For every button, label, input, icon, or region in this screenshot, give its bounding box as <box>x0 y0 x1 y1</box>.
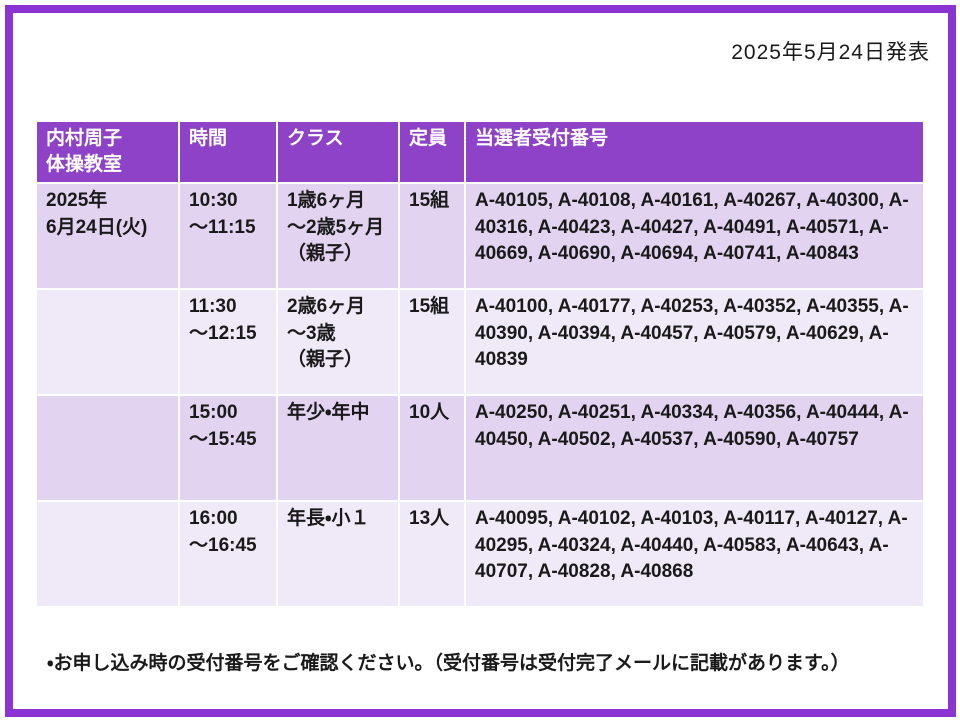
cell-time: 10:30 ～11:15 <box>178 182 278 291</box>
table-row: 2025年 6月24日(火) 10:30 ～11:15 1歳6ヶ月 ～2歳5ヶ月… <box>35 182 925 291</box>
cell-winner-numbers: A-40100, A-40177, A-40253, A-40352, A-40… <box>464 288 925 397</box>
cell-capacity: 15組 <box>398 288 466 397</box>
cell-winner-numbers: A-40095, A-40102, A-40103, A-40117, A-40… <box>464 500 925 609</box>
cell-capacity: 10人 <box>398 394 466 503</box>
header-capacity: 定員 <box>398 119 466 185</box>
lottery-results-table: 内村周子 体操教室 時間 クラス 定員 当選者受付番号 2025年 6月24日(… <box>35 119 925 609</box>
cell-date <box>35 500 180 609</box>
confirmation-note: ・お申し込み時の受付番号をご確認ください。（受付番号は受付完了メールに記載があり… <box>47 653 850 674</box>
header-time: 時間 <box>178 119 278 185</box>
published-date: 2025年5月24日発表 <box>731 41 930 64</box>
cell-date: 2025年 6月24日(火) <box>35 182 180 291</box>
cell-time: 16:00 ～16:45 <box>178 500 278 609</box>
cell-capacity: 15組 <box>398 182 466 291</box>
table-row: 16:00 ～16:45 年長・小１ 13人 A-40095, A-40102,… <box>35 500 925 609</box>
cell-class: 2歳6ヶ月 ～3歳 （親子） <box>276 288 400 397</box>
cell-winner-numbers: A-40105, A-40108, A-40161, A-40267, A-40… <box>464 182 925 291</box>
table-row: 15:00 ～15:45 年少・年中 10人 A-40250, A-40251,… <box>35 394 925 503</box>
cell-capacity: 13人 <box>398 500 466 609</box>
cell-class: 年少・年中 <box>276 394 400 503</box>
table-row: 11:30 ～12:15 2歳6ヶ月 ～3歳 （親子） 15組 A-40100,… <box>35 288 925 397</box>
header-class: クラス <box>276 119 400 185</box>
table-header-row: 内村周子 体操教室 時間 クラス 定員 当選者受付番号 <box>35 119 925 185</box>
cell-winner-numbers: A-40250, A-40251, A-40334, A-40356, A-40… <box>464 394 925 503</box>
cell-time: 11:30 ～12:15 <box>178 288 278 397</box>
cell-time: 15:00 ～15:45 <box>178 394 278 503</box>
cell-class: 年長・小１ <box>276 500 400 609</box>
header-winner-numbers: 当選者受付番号 <box>464 119 925 185</box>
cell-date <box>35 288 180 397</box>
cell-class: 1歳6ヶ月 ～2歳5ヶ月 （親子） <box>276 182 400 291</box>
header-class-name: 内村周子 体操教室 <box>35 119 180 185</box>
cell-date <box>35 394 180 503</box>
